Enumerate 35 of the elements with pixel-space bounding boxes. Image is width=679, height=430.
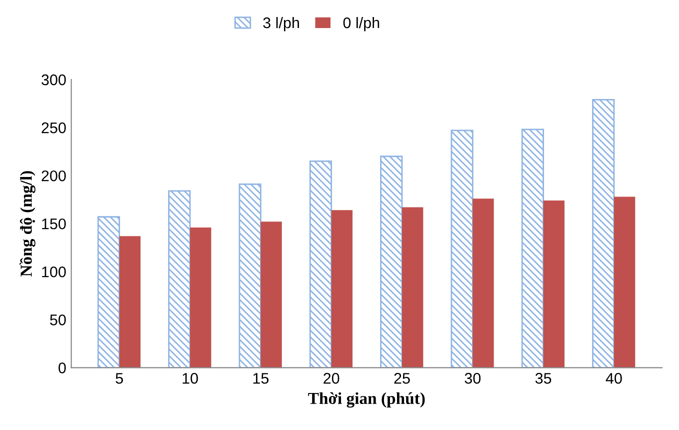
legend-label: 3 l/ph [263,16,299,32]
bar [402,207,424,368]
bar [309,160,332,368]
x-tick-label: 30 [464,372,481,384]
x-axis-title: Thời gian (phút) [308,392,425,408]
y-tick-label: 300 [42,74,66,86]
bar [380,156,403,368]
y-tick-label: 250 [42,122,66,134]
bar [119,236,141,368]
x-tick-label: 15 [253,373,269,384]
bar [450,130,474,368]
legend-label: 0 l/ph [343,16,380,32]
y-tick-label: 150 [42,218,66,230]
bar [238,184,262,368]
bar [331,210,353,368]
y-tick-label: 0 [58,362,66,374]
x-tick-label: 10 [182,372,198,384]
bar [472,198,494,368]
y-tick-label: 50 [50,314,66,326]
bar [97,216,120,368]
y-tick-label: 100 [42,266,66,278]
bar [521,128,544,368]
bar [260,222,282,368]
x-tick-label: 20 [324,372,340,384]
x-tick-label: 25 [394,372,410,384]
bar [543,200,565,368]
bar [190,227,212,368]
x-tick-label: 35 [535,372,552,384]
y-axis-title: Nồng độ (mg/l) [20,171,36,277]
bar [592,99,615,368]
bar [614,196,636,368]
x-tick-label: 5 [116,373,123,384]
y-tick-label: 200 [42,170,66,182]
x-tick-label: 40 [606,372,622,384]
bar [168,190,191,368]
